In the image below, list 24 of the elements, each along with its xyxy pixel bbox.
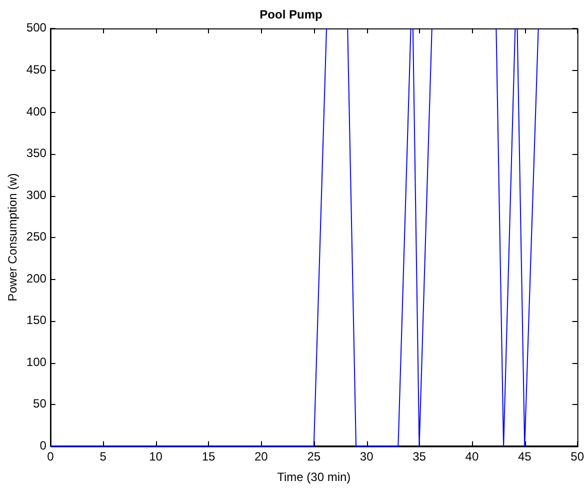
x-tick-label: 10 bbox=[149, 450, 163, 464]
y-tick-label: 450 bbox=[26, 62, 47, 76]
y-tick-label: 500 bbox=[26, 20, 47, 35]
y-tick-label: 150 bbox=[26, 313, 47, 328]
y-tick-label: 300 bbox=[26, 188, 47, 202]
y-tick-label: 400 bbox=[26, 104, 47, 118]
x-tick-label: 50 bbox=[570, 450, 584, 464]
y-tick-label: 0 bbox=[40, 438, 47, 453]
x-tick-label: 5 bbox=[100, 450, 107, 464]
y-axis-title: Power Consumption (w) bbox=[6, 173, 20, 302]
x-tick-label: 40 bbox=[465, 450, 479, 464]
x-tick-label: 45 bbox=[518, 450, 532, 464]
y-tick-label: 100 bbox=[26, 354, 47, 369]
x-tick-label: 25 bbox=[307, 450, 321, 464]
y-tick-label: 250 bbox=[26, 230, 47, 244]
x-tick-label: 30 bbox=[360, 450, 374, 464]
y-tick-label: 350 bbox=[26, 146, 47, 160]
x-tick-label: 15 bbox=[202, 450, 216, 464]
x-axis-title: Time (30 min) bbox=[277, 470, 351, 484]
chart-title: Pool Pump bbox=[260, 8, 322, 22]
y-tick-label: 200 bbox=[26, 271, 47, 286]
x-tick-label: 35 bbox=[412, 450, 426, 464]
y-tick-label: 50 bbox=[33, 396, 47, 411]
x-tick-label: 20 bbox=[254, 450, 268, 464]
